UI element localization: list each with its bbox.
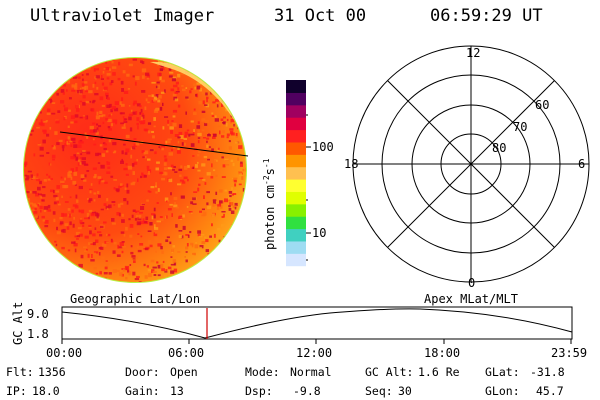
info-dsp-label: Dsp: <box>245 384 273 398</box>
color-bar-band <box>286 228 306 242</box>
orbit-x-tick-1200: 12:00 <box>296 346 333 360</box>
info-glon-value: 45.7 <box>536 384 564 398</box>
colorbar-tick-100: 100 <box>312 140 334 154</box>
color-bar-band <box>286 129 306 143</box>
mlt-label-6: 6 <box>578 157 586 171</box>
orbit-x-tick-0600: 06:00 <box>168 346 205 360</box>
orbit-left-title: Geographic Lat/Lon <box>70 292 201 306</box>
color-bar-ticks <box>306 114 311 261</box>
mlat-label-80: 80 <box>492 141 507 155</box>
color-bar-band <box>286 203 306 217</box>
info-ip-label: IP: <box>6 384 27 398</box>
color-bar-band <box>286 80 306 93</box>
color-bar-band <box>286 179 306 192</box>
info-glat-label: GLat: <box>485 365 520 379</box>
orbit-altitude-plot <box>61 306 573 344</box>
orbit-y-tick-high: 9.0 <box>27 307 49 321</box>
info-ip-value: 18.0 <box>32 384 60 398</box>
color-bar-band <box>286 216 306 230</box>
color-bar-band <box>286 92 306 106</box>
time-label: 06:59:29 UT <box>430 6 543 26</box>
color-bar-band <box>286 265 306 279</box>
mlt-label-12: 12 <box>466 46 481 60</box>
polar-diagonal-2 <box>387 80 555 248</box>
color-bar-band <box>286 154 306 168</box>
orbit-right-title: Apex MLat/MLT <box>424 292 518 306</box>
colorbar-tick-10: 10 <box>312 226 327 240</box>
info-glon-label: GLon: <box>485 384 520 398</box>
color-bar-band <box>286 240 306 254</box>
earth-disk-image <box>23 57 249 283</box>
color-bar-band <box>286 117 306 131</box>
info-mode-value: Normal <box>290 365 332 379</box>
info-mode-label: Mode: <box>245 365 280 379</box>
orbit-altitude-curve <box>61 308 573 339</box>
orbit-plot-frame <box>61 306 573 340</box>
info-flt-label: Flt: <box>6 365 34 379</box>
orbit-x-tick-0000: 00:00 <box>46 346 83 360</box>
info-door-label: Door: <box>125 365 160 379</box>
color-bar-band <box>286 104 306 118</box>
color-bar <box>286 80 306 279</box>
color-bar-gradient <box>286 80 306 279</box>
mlt-label-18: 18 <box>344 157 359 171</box>
orbit-x-tick-2359: 23:59 <box>551 346 588 360</box>
color-bar-band <box>286 141 306 155</box>
polar-grid <box>352 45 590 283</box>
mlat-label-70: 70 <box>513 120 528 134</box>
info-seq-value: 30 <box>398 384 412 398</box>
info-gain-label: Gain: <box>125 384 160 398</box>
color-bar-band <box>286 253 306 267</box>
info-gain-value: 13 <box>170 384 184 398</box>
orbit-x-tick-1800: 18:00 <box>424 346 461 360</box>
date-label: 31 Oct 00 <box>274 6 367 26</box>
instrument-title: Ultraviolet Imager <box>30 6 215 26</box>
info-gcalt-label: GC Alt: <box>365 365 414 379</box>
info-dsp-value: -9.8 <box>293 384 321 398</box>
color-bar-band <box>286 166 306 180</box>
info-glat-value: -31.8 <box>530 365 565 379</box>
info-seq-label: Seq: <box>365 384 393 398</box>
orbit-y-tick-low: 1.8 <box>27 327 49 341</box>
info-door-value: Open <box>170 365 198 379</box>
mlat-label-60: 60 <box>535 98 550 112</box>
mlt-label-0: 0 <box>468 276 476 290</box>
colorbar-unit-label: photon cm-2s-1 <box>262 158 277 250</box>
terminator-line <box>59 131 249 157</box>
color-bar-band <box>286 191 306 205</box>
info-gcalt-value: 1.6 Re <box>418 365 460 379</box>
info-flt-value: 1356 <box>38 365 66 379</box>
